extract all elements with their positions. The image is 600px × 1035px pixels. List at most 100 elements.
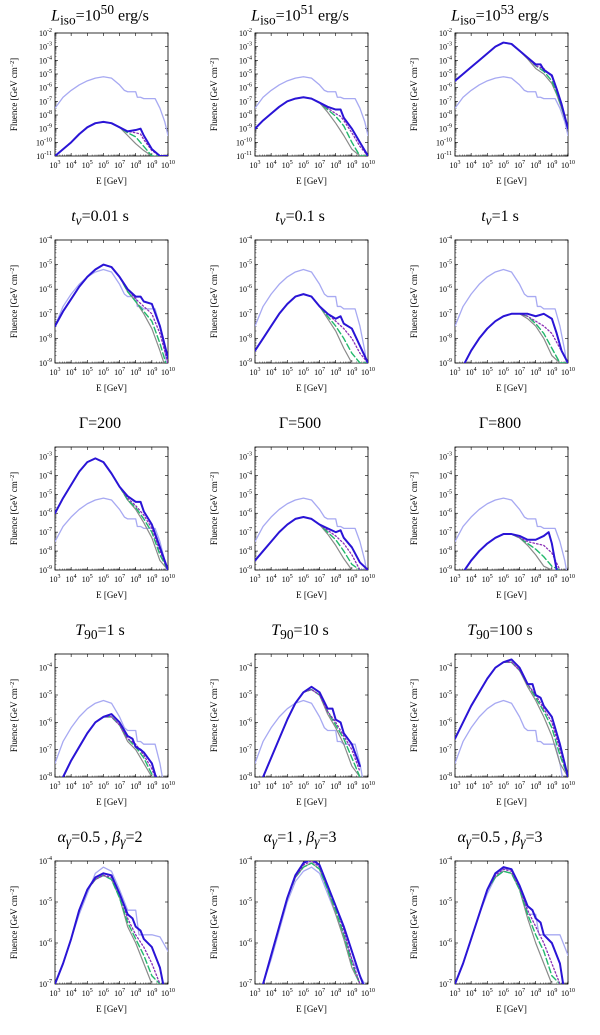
y-tick-label: 10-6: [439, 284, 452, 294]
series-line-gray: [455, 870, 561, 984]
x-axis-label: E [GeV]: [96, 383, 127, 393]
x-tick-label: 104: [466, 367, 477, 377]
chart-title: Γ=800: [478, 415, 522, 432]
x-tick-label: 107: [314, 574, 325, 584]
series-line-light-blue: [55, 699, 164, 777]
series-line-purple-dotted: [55, 874, 161, 984]
y-tick-label: 10-4: [439, 55, 452, 65]
x-tick-label: 105: [82, 988, 93, 998]
chart-panel: αγ=1 , βγ=3 103 104 105 106 107 108 109 1010 10-7…: [200, 828, 400, 1035]
x-tick-label: 103: [50, 574, 61, 584]
y-tick-label: 10-9: [39, 124, 52, 134]
x-tick-label: 103: [450, 574, 461, 584]
chart-title: tv=0.01 s: [71, 208, 129, 229]
chart-plot: 103 104 105 106 107 108 109 1010 10-9 10-8 10-7 10-…: [409, 446, 575, 600]
x-tick-label: 108: [130, 988, 141, 998]
x-tick-label: 105: [282, 367, 293, 377]
y-tick-label: 10-7: [239, 96, 252, 106]
y-tick-label: 10-7: [39, 979, 52, 989]
y-tick-label: 10-8: [39, 546, 52, 556]
y-tick-label: 10-10: [36, 137, 52, 147]
x-tick-label: 104: [466, 574, 477, 584]
y-tick-label: 10-6: [239, 508, 252, 518]
y-tick-label: 10-6: [439, 717, 452, 727]
y-tick-label: 10-9: [439, 565, 452, 575]
x-tick-label: 108: [330, 574, 341, 584]
y-tick-label: 10-7: [39, 527, 52, 537]
x-tick-label: 108: [330, 367, 341, 377]
y-tick-label: 10-6: [439, 83, 452, 93]
x-tick-label: 103: [450, 160, 461, 170]
x-tick-label: 106: [298, 988, 309, 998]
y-tick-label: 10-3: [39, 42, 52, 52]
series-line-dark-blue: [455, 866, 565, 984]
y-axis-label: Fluence [GeV cm−2]: [9, 472, 19, 545]
series-line-light-blue: [55, 497, 168, 570]
y-tick-label: 10-9: [39, 358, 52, 368]
chart-panel: Liso=1053 erg/s 103 104 105 106 107 108 109 1010…: [400, 0, 600, 207]
y-tick-label: 10-11: [436, 151, 452, 161]
plot-frame: [454, 653, 569, 778]
y-tick-label: 10-5: [239, 489, 252, 499]
x-tick-label: 109: [346, 781, 357, 791]
x-tick-label: 104: [66, 160, 77, 170]
x-tick-label: 104: [266, 160, 277, 170]
x-tick-label: 109: [546, 367, 557, 377]
x-tick-label: 109: [146, 988, 157, 998]
y-axis-label: Fluence [GeV cm−2]: [209, 58, 219, 131]
y-tick-label: 10-3: [239, 451, 252, 461]
chart-panel: αγ=0.5 , βγ=3 103 104 105 106 107 108 109 1010 10…: [400, 828, 600, 1035]
y-tick-label: 10-7: [239, 527, 252, 537]
x-tick-label: 1010: [561, 574, 575, 584]
x-tick-label: 107: [114, 574, 125, 584]
chart-title: Liso=1053 erg/s: [451, 2, 549, 28]
series-line-purple-dotted: [262, 861, 361, 984]
y-axis-label: Fluence [GeV cm−2]: [209, 472, 219, 545]
chart-title: αγ=1 , βγ=3: [263, 829, 337, 850]
y-tick-label: 10-5: [39, 690, 52, 700]
x-tick-label: 109: [346, 160, 357, 170]
x-tick-label: 105: [282, 574, 293, 584]
x-axis-label: E [GeV]: [296, 1004, 327, 1014]
y-tick-label: 10-6: [439, 938, 452, 948]
y-tick-label: 10-8: [39, 772, 52, 782]
series-line-green-dashed: [55, 874, 161, 984]
y-axis-label: Fluence [GeV cm−2]: [209, 265, 219, 338]
plot-frame: [254, 239, 369, 364]
x-tick-label: 105: [82, 160, 93, 170]
chart-plot: 103 104 105 106 107 108 109 1010 10-9 10-8 10-7 10-…: [409, 235, 575, 393]
chart-panel: Γ=500 103 104 105 106 107 108 109 1010 10-9 10-8 10…: [200, 414, 400, 621]
y-tick-label: 10-3: [39, 451, 52, 461]
x-tick-label: 103: [250, 988, 261, 998]
y-tick-label: 10-7: [439, 527, 452, 537]
chart-plot: 103 104 105 106 107 108 109 1010 10-9 10-8 10-7 10-…: [209, 235, 375, 393]
x-tick-label: 106: [98, 781, 109, 791]
x-tick-label: 106: [498, 160, 509, 170]
x-tick-label: 1010: [361, 574, 375, 584]
y-tick-label: 10-2: [439, 28, 452, 38]
y-axis-label: Fluence [GeV cm−2]: [409, 886, 419, 959]
y-tick-label: 10-9: [239, 124, 252, 134]
chart-title: Γ=200: [78, 415, 122, 432]
y-tick-label: 10-2: [39, 28, 52, 38]
x-tick-label: 104: [466, 988, 477, 998]
x-axis-label: E [GeV]: [496, 383, 527, 393]
series-line-light-blue: [55, 268, 168, 363]
y-tick-label: 10-11: [36, 151, 52, 161]
plot-frame: [54, 860, 169, 985]
chart-plot: 103 104 105 106 107 108 109 1010 10-7 10-6 10-5 10-…: [409, 856, 575, 1014]
x-axis-label: E [GeV]: [496, 1004, 527, 1014]
series-line-dark-blue: [55, 457, 168, 570]
x-tick-label: 1010: [561, 160, 575, 170]
x-tick-label: 107: [314, 988, 325, 998]
series-line-light-blue: [255, 497, 368, 570]
y-tick-label: 10-3: [439, 42, 452, 52]
y-tick-label: 10-7: [439, 96, 452, 106]
chart-panel: Liso=1050 erg/s 103 104 105 106 107 108 109 1010…: [0, 0, 200, 207]
y-tick-label: 10-5: [439, 260, 452, 270]
y-tick-label: 10-6: [39, 508, 52, 518]
series-line-dark-blue: [61, 713, 157, 777]
chart-panel: Liso=1051 erg/s 103 104 105 106 107 108 109 1010…: [200, 0, 400, 207]
x-tick-label: 1010: [161, 160, 175, 170]
y-axis-label: Fluence [GeV cm−2]: [409, 679, 419, 752]
